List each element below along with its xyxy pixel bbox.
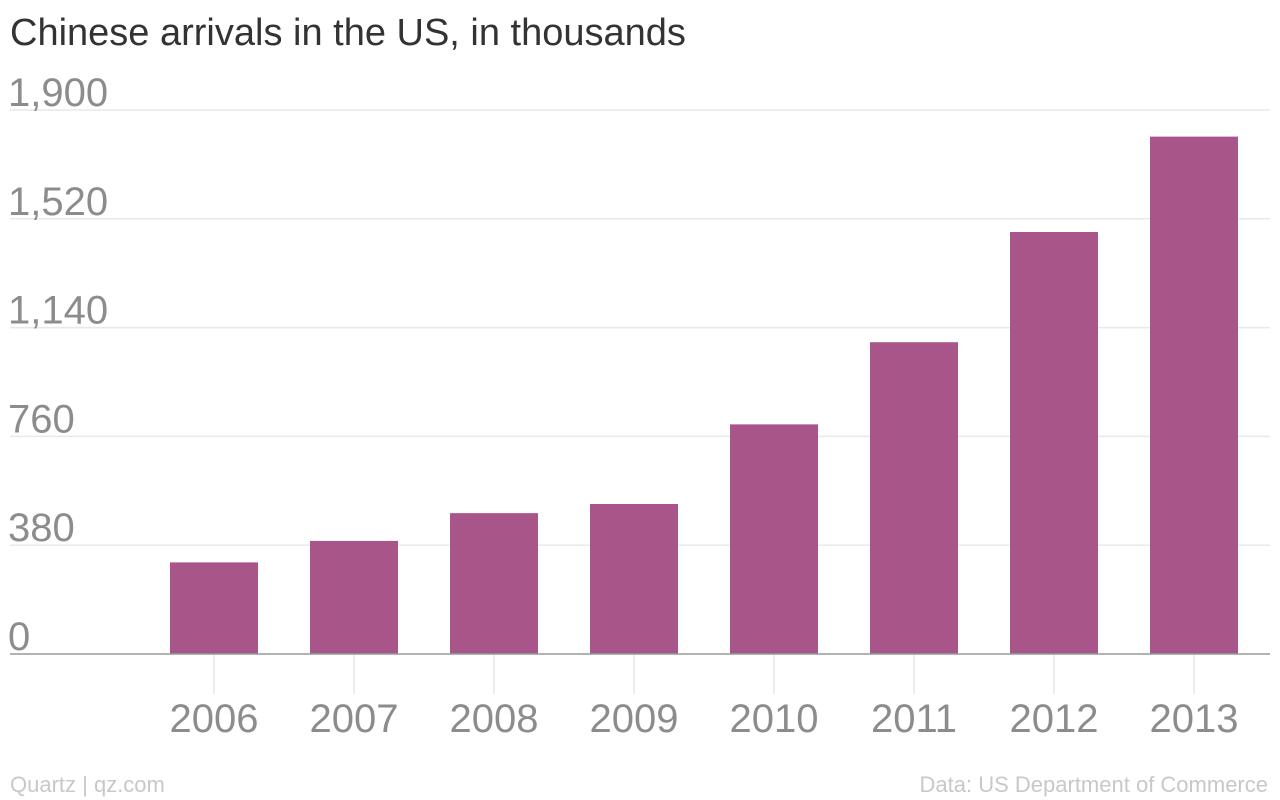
x-tick-label: 2013 (1150, 697, 1239, 741)
y-tick-label: 0 (8, 615, 30, 659)
bar-2012 (1010, 231, 1098, 654)
x-tick-label: 2008 (450, 697, 539, 741)
x-axis-ticks (213, 654, 1195, 694)
footer-credit: Quartz | qz.com (10, 772, 165, 797)
x-tick-label: 2006 (170, 697, 259, 741)
bar-2006 (170, 562, 258, 654)
chart-title: Chinese arrivals in the US, in thousands (10, 12, 686, 54)
x-tick-label: 2011 (871, 697, 957, 741)
bar-2009 (590, 503, 678, 654)
bar-2008 (450, 513, 538, 654)
bar-2013 (1150, 136, 1238, 654)
x-tick-label: 2010 (730, 697, 819, 741)
x-axis-labels: 2006 2007 2008 2009 2010 2011 2012 2013 (170, 697, 1239, 741)
y-tick-label: 1,900 (8, 71, 108, 115)
y-tick-label: 760 (8, 397, 75, 441)
x-tick-label: 2012 (1010, 697, 1099, 741)
x-tick-label: 2007 (310, 697, 399, 741)
footer-source: Data: US Department of Commerce (919, 772, 1268, 797)
bar-series (170, 136, 1238, 654)
y-axis-labels: 0 380 760 1,140 1,520 1,900 (8, 71, 108, 659)
bar-2007 (310, 540, 398, 654)
bar-2011 (870, 342, 958, 654)
y-tick-label: 1,140 (8, 289, 108, 333)
y-tick-label: 380 (8, 506, 75, 550)
y-tick-label: 1,520 (8, 180, 108, 224)
x-tick-label: 2009 (590, 697, 679, 741)
bar-2010 (730, 424, 818, 654)
